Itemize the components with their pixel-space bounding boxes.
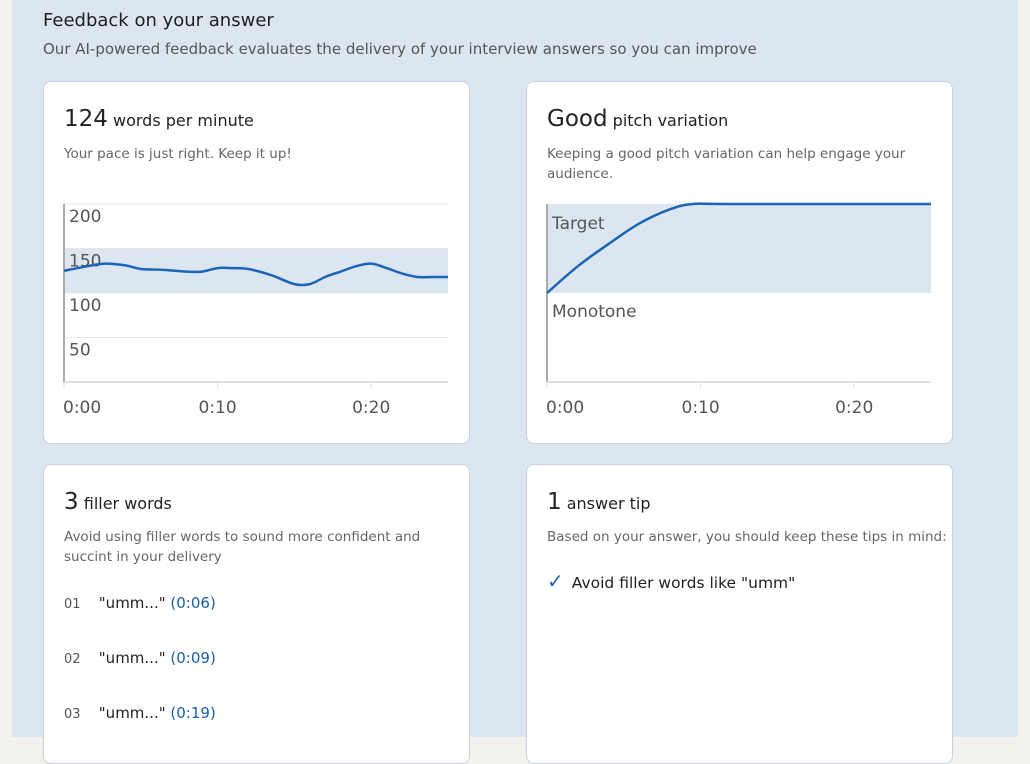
page-subtitle: Our AI-powered feedback evaluates the de… bbox=[43, 40, 757, 58]
filler-item: 02 "umm..." (0:09) bbox=[64, 649, 216, 667]
series-line bbox=[63, 262, 448, 287]
check-icon: ✓ bbox=[547, 569, 564, 593]
tips-description: Based on your answer, you should keep th… bbox=[547, 529, 947, 545]
pace-value: 124 bbox=[64, 106, 108, 132]
filler-value: 3 bbox=[64, 489, 79, 515]
tips-label: answer tip bbox=[566, 494, 651, 513]
filler-index: 02 bbox=[64, 652, 81, 667]
pitch-chart: Target Monotone 0:00 0:10 0:20 bbox=[546, 202, 931, 418]
y-tick-label: 100 bbox=[69, 296, 101, 316]
filler-label: filler words bbox=[83, 494, 172, 513]
tips-card: 1 answer tip Based on your answer, you s… bbox=[526, 464, 953, 764]
filler-word: "umm..." bbox=[98, 649, 166, 667]
tips-value: 1 bbox=[547, 489, 562, 515]
filler-item: 01 "umm..." (0:06) bbox=[64, 594, 216, 612]
pace-chart: 200 150 100 50 0:00 0:10 0:20 bbox=[63, 203, 448, 418]
x-tick-label: 0:00 bbox=[63, 398, 101, 418]
tips-metric: 1 answer tip bbox=[547, 489, 650, 515]
band-label-monotone: Monotone bbox=[552, 302, 637, 322]
x-tick-label: 0:20 bbox=[835, 398, 873, 418]
filler-timestamp[interactable]: (0:19) bbox=[170, 704, 216, 722]
pitch-metric: Good pitch variation bbox=[547, 106, 728, 132]
filler-word: "umm..." bbox=[98, 704, 166, 722]
filler-timestamp[interactable]: (0:06) bbox=[170, 594, 216, 612]
pace-card: 124 words per minute Your pace is just r… bbox=[43, 81, 470, 444]
pitch-description: Keeping a good pitch variation can help … bbox=[547, 146, 906, 182]
band-label-target: Target bbox=[551, 214, 605, 234]
x-tick-label: 0:20 bbox=[352, 398, 390, 418]
tip-text: Avoid filler words like "umm" bbox=[571, 574, 796, 592]
tip-item: ✓ Avoid filler words like "umm" bbox=[547, 569, 795, 593]
filler-timestamp[interactable]: (0:09) bbox=[170, 649, 216, 667]
pitch-label: pitch variation bbox=[612, 111, 729, 130]
filler-card: 3 filler words Avoid using filler words … bbox=[43, 464, 470, 764]
x-tick-label: 0:00 bbox=[546, 398, 584, 418]
filler-word: "umm..." bbox=[98, 594, 166, 612]
pitch-card: Good pitch variation Keeping a good pitc… bbox=[526, 81, 953, 444]
y-tick-label: 150 bbox=[69, 252, 101, 272]
y-tick-label: 200 bbox=[69, 207, 101, 227]
page-title: Feedback on your answer bbox=[43, 10, 274, 31]
x-tick-label: 0:10 bbox=[682, 398, 720, 418]
filler-index: 01 bbox=[64, 597, 81, 612]
series-line bbox=[546, 202, 931, 294]
filler-metric: 3 filler words bbox=[64, 489, 172, 515]
target-band bbox=[547, 204, 931, 293]
filler-index: 03 bbox=[64, 707, 81, 722]
filler-item: 03 "umm..." (0:19) bbox=[64, 704, 216, 722]
filler-description: Avoid using filler words to sound more c… bbox=[64, 529, 421, 565]
x-tick-label: 0:10 bbox=[199, 398, 237, 418]
pace-metric: 124 words per minute bbox=[64, 106, 254, 132]
pitch-value: Good bbox=[547, 106, 608, 132]
pace-label: words per minute bbox=[113, 111, 254, 130]
pace-description: Your pace is just right. Keep it up! bbox=[64, 146, 292, 162]
y-tick-label: 50 bbox=[69, 341, 91, 361]
